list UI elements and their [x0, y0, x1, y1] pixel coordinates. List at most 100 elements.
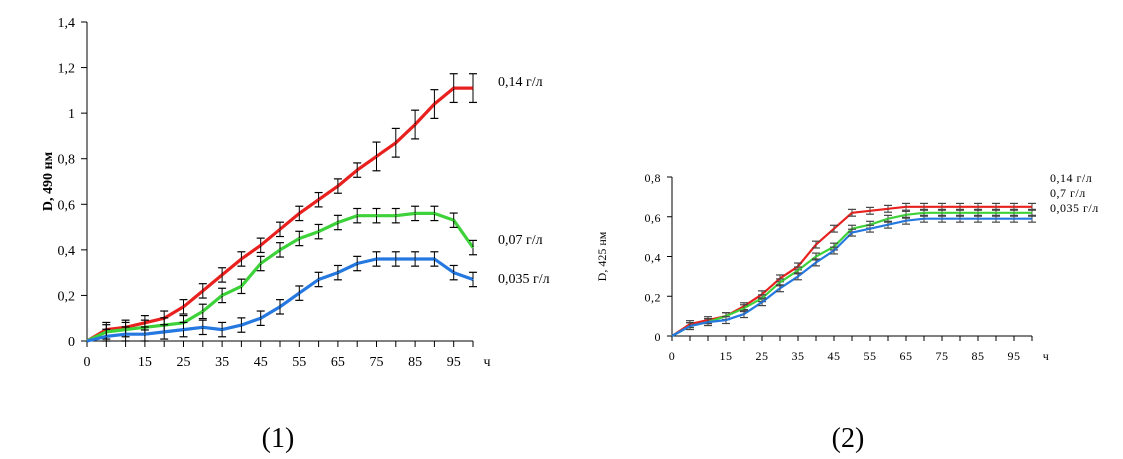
data-point [221, 329, 223, 331]
data-point [1031, 206, 1033, 208]
data-point [318, 278, 320, 281]
data-point [905, 206, 907, 208]
data-point [414, 123, 416, 126]
data-point [977, 212, 979, 214]
data-point [356, 169, 358, 171]
data-point [923, 206, 925, 208]
data-point [977, 218, 979, 220]
data-point [356, 215, 358, 217]
data-point [202, 326, 204, 328]
data-point [779, 287, 781, 289]
caption-2: (2) [832, 423, 865, 454]
data-point [221, 274, 223, 276]
data-point [202, 290, 204, 292]
data-point [298, 292, 300, 294]
data-point [815, 255, 817, 258]
x-tick-label: 75 [936, 349, 949, 363]
data-point [977, 206, 979, 208]
data-point [125, 333, 127, 335]
data-point [472, 246, 474, 249]
data-point [375, 155, 378, 158]
x-tick-label: 95 [447, 355, 461, 370]
data-point [298, 237, 300, 240]
data-point [395, 258, 397, 260]
x-axis-label: ч [1043, 349, 1050, 363]
data-point [1031, 212, 1033, 214]
data-point [375, 215, 378, 217]
x-tick-label: 25 [756, 349, 769, 363]
x-tick-label: 0 [669, 349, 676, 363]
data-point [797, 275, 799, 277]
data-point [743, 307, 745, 309]
data-point [202, 310, 204, 312]
data-point [815, 261, 817, 264]
data-point [1031, 218, 1033, 220]
x-tick-label: 55 [864, 349, 877, 363]
y-tick-label: 1 [68, 107, 75, 122]
y-tick-label: 1,4 [58, 16, 76, 31]
y-tick-label: 0,4 [58, 244, 76, 259]
data-point [887, 224, 889, 226]
data-point [240, 285, 242, 287]
data-point [995, 218, 997, 220]
series-label: 0,07 г/л [498, 233, 543, 248]
x-tick-label: 95 [1008, 349, 1021, 363]
data-point [240, 258, 242, 260]
data-point [1013, 212, 1015, 214]
x-tick-label: 45 [254, 355, 268, 370]
x-tick-label: 65 [900, 349, 913, 363]
x-tick-label: 35 [792, 349, 805, 363]
x-tick-label: 15 [720, 349, 733, 363]
data-point [959, 218, 961, 220]
data-point [260, 244, 262, 246]
data-point [779, 281, 781, 283]
data-point [472, 87, 474, 89]
y-tick-label: 0 [68, 335, 75, 350]
data-point [851, 212, 853, 214]
data-point [240, 324, 242, 326]
x-tick-label: 45 [828, 349, 841, 363]
caption-1: (1) [262, 423, 295, 454]
x-tick-label: 75 [370, 355, 384, 370]
data-point [337, 272, 339, 274]
data-point [743, 313, 745, 315]
data-point [707, 321, 709, 323]
data-point [375, 258, 378, 260]
x-tick-label: 65 [331, 355, 345, 370]
data-point [959, 206, 961, 208]
data-point [356, 262, 358, 265]
error-bar [102, 328, 111, 342]
data-point [869, 210, 871, 212]
data-point [995, 206, 997, 208]
data-point [163, 331, 165, 333]
data-point [395, 215, 397, 217]
data-point [453, 219, 455, 221]
y-tick-label: 0,8 [645, 171, 662, 185]
data-point [905, 214, 907, 216]
data-point [260, 262, 262, 265]
x-tick-label: 35 [215, 355, 229, 370]
y-tick-label: 0 [655, 330, 662, 344]
data-point [433, 103, 435, 105]
data-point [923, 218, 925, 220]
data-point [279, 306, 281, 308]
data-point [221, 294, 223, 297]
data-point [395, 142, 397, 144]
x-tick-label: 85 [408, 355, 422, 370]
data-point [725, 319, 727, 321]
y-axis-label: D, 490 нм [41, 151, 56, 211]
data-point [260, 317, 262, 319]
data-point [1013, 218, 1015, 220]
chart-1: 0 0,2 0,4 0,6 0,8 1 1,2 1,4 0 15 25 35 45 55 65 75 85 95 ч… [41, 16, 550, 370]
series-label: 0,14 г/л [498, 75, 543, 90]
data-point [414, 212, 416, 214]
data-point [761, 301, 763, 303]
data-point [318, 231, 320, 233]
y-tick-label: 1,2 [58, 62, 76, 77]
data-point [995, 212, 997, 214]
y-axis-label: D, 425 нм [595, 231, 609, 281]
data-point [833, 249, 835, 252]
data-point [453, 272, 455, 274]
series-label: 0,035 г/л [498, 272, 550, 287]
